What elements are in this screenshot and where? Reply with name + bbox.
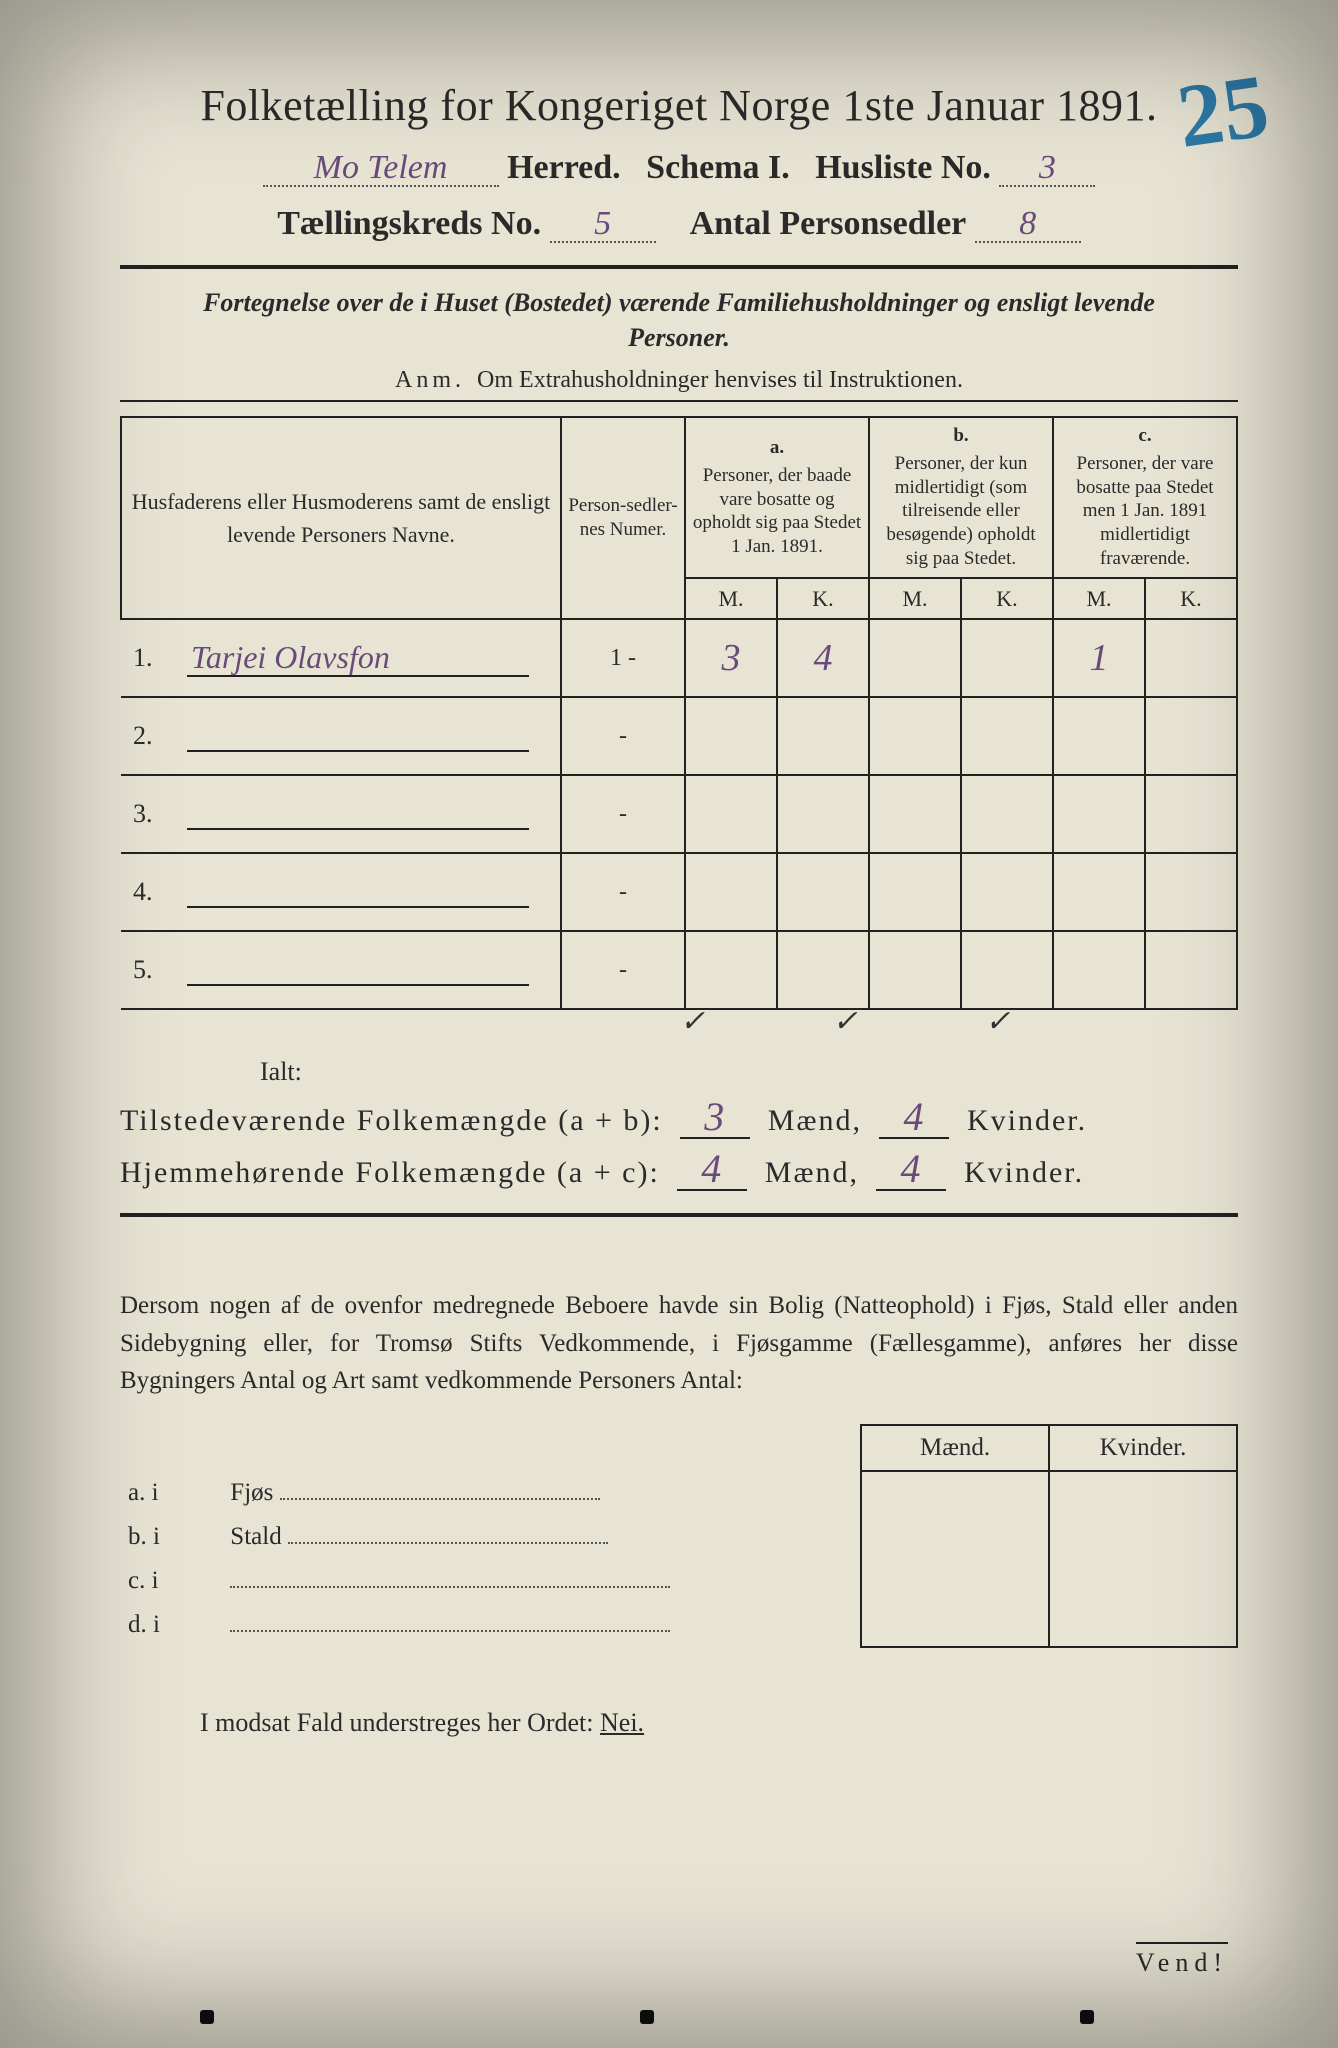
t2-m-lbl: Mænd,	[765, 1156, 859, 1189]
side-head-m: Mænd.	[861, 1425, 1049, 1471]
totals-row-1: Tilstedeværende Folkemængde (a + b): 3 M…	[120, 1097, 1238, 1139]
side-table-row: a. iFjøs	[120, 1471, 1237, 1515]
antal-value: 8	[975, 205, 1081, 243]
totals-row-2: Hjemmehørende Folkemængde (a + c): 4 Mæn…	[120, 1149, 1238, 1191]
t2-k-lbl: Kvinder.	[964, 1156, 1084, 1189]
header-line-3: Tællingskreds No. 5 Antal Personsedler 8	[120, 205, 1238, 243]
page-number-annotation: 25	[1171, 54, 1274, 169]
t2-label: Hjemmehørende Folkemængde (a + c):	[120, 1156, 660, 1189]
col-a-m: M.	[685, 578, 777, 620]
divider-thin	[120, 400, 1238, 402]
col-c-k: K.	[1145, 578, 1237, 620]
kreds-value: 5	[550, 205, 656, 243]
vend-label: Vend!	[1136, 1942, 1228, 1978]
table-row: 5.-	[121, 931, 1237, 1009]
antal-label: Antal Personsedler	[690, 205, 967, 242]
side-head-k: Kvinder.	[1049, 1425, 1237, 1471]
household-table: Husfaderens eller Husmoderens samt de en…	[120, 416, 1238, 1010]
t1-m: 3	[680, 1097, 750, 1139]
census-form-page: 25 Folketælling for Kongeriget Norge 1st…	[0, 0, 1338, 2048]
col-head-name: Husfaderens eller Husmoderens samt de en…	[121, 417, 561, 619]
t1-label: Tilstedeværende Folkemængde (a + b):	[120, 1104, 663, 1137]
t1-k: 4	[879, 1097, 949, 1139]
husliste-value: 3	[999, 149, 1095, 187]
anm-label: Anm.	[395, 367, 465, 393]
t2-m: 4	[677, 1149, 747, 1191]
husliste-label: Husliste No.	[815, 149, 991, 186]
header-line-2: Mo Telem Herred. Schema I. Husliste No. …	[120, 149, 1238, 187]
side-table-row: d. i	[120, 1603, 1237, 1647]
kreds-label: Tællingskreds No.	[277, 205, 541, 242]
table-row: 1.Tarjei Olavsfon1 -341	[121, 619, 1237, 697]
col-b-k: K.	[961, 578, 1053, 620]
side-building-table: Mænd. Kvinder. a. iFjøs b. iStald c. i d…	[120, 1424, 1238, 1648]
col-a-k: K.	[777, 578, 869, 620]
side-table-row: c. i	[120, 1559, 1237, 1603]
divider	[120, 265, 1238, 269]
anm-text: Om Extrahusholdninger henvises til Instr…	[477, 367, 963, 393]
side-table-row: b. iStald	[120, 1515, 1237, 1559]
herred-label: Herred.	[507, 149, 621, 186]
nei-underlined: Nei.	[600, 1708, 644, 1737]
table-row: 4.-	[121, 853, 1237, 931]
t1-k-lbl: Kvinder.	[967, 1104, 1087, 1137]
col-c-m: M.	[1053, 578, 1145, 620]
anm-note: Anm. Om Extrahusholdninger henvises til …	[120, 367, 1238, 394]
col-head-b: b. Personer, der kun midlertidigt (som t…	[869, 417, 1053, 578]
col-head-c: c. Personer, der vare bosatte paa Stedet…	[1053, 417, 1237, 578]
divider-2	[120, 1213, 1238, 1217]
t1-m-lbl: Mænd,	[768, 1104, 862, 1137]
form-title: Folketælling for Kongeriget Norge 1ste J…	[120, 80, 1238, 131]
check-marks: ✓ ✓ ✓	[680, 1004, 1238, 1039]
col-head-personsedler: Person-sedler-nes Numer.	[561, 417, 685, 619]
herred-value: Mo Telem	[263, 149, 499, 187]
modsat-line: I modsat Fald understreges her Ordet: Ne…	[200, 1708, 1238, 1738]
table-row: 3.-	[121, 775, 1237, 853]
t2-k: 4	[876, 1149, 946, 1191]
sub-heading: Fortegnelse over de i Huset (Bostedet) v…	[180, 285, 1178, 355]
col-b-m: M.	[869, 578, 961, 620]
col-head-a: a. Personer, der baade vare bosatte og o…	[685, 417, 869, 578]
table-row: 2.-	[121, 697, 1237, 775]
schema-label: Schema I.	[646, 149, 790, 186]
ialt-label: Ialt:	[260, 1057, 1238, 1087]
side-building-paragraph: Dersom nogen af de ovenfor medregnede Be…	[120, 1287, 1238, 1400]
